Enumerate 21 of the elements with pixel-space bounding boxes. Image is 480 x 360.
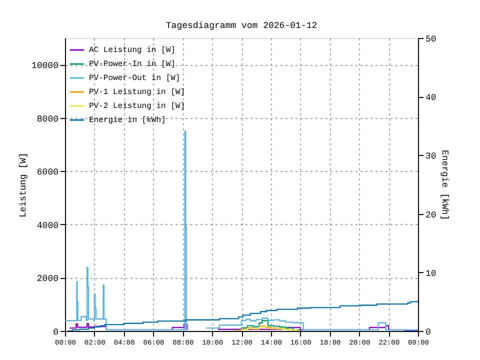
- y2-tick-label: 40: [426, 93, 436, 104]
- y2-tick-label: 0: [426, 328, 431, 338]
- y-tick-label: 8000: [36, 114, 58, 124]
- y-tick-label: 10000: [31, 61, 58, 72]
- legend-label: AC Leistung in [W]: [89, 46, 176, 55]
- legend-label: PV-Power-In in [W]: [89, 60, 176, 69]
- legend-label: Energie in [kWh]: [89, 116, 166, 125]
- y2-tick-label: 20: [426, 210, 436, 220]
- y-tick-label: 4000: [36, 220, 58, 231]
- y-tick-label: 2000: [36, 274, 58, 284]
- legend-label: PV-2 Leistung in [W]: [89, 102, 186, 111]
- y-tick-label: 0: [53, 328, 58, 338]
- legend-label: PV-Power-Out in [W]: [89, 74, 180, 83]
- chart-title: Tagesdiagramm vom 2026-01-12: [166, 21, 318, 31]
- y2-axis-title: Energie [kWh]: [439, 150, 450, 220]
- legend-label: PV-1 Leistung in [W]: [89, 88, 186, 97]
- y-tick-label: 6000: [36, 168, 58, 178]
- y2-tick-label: 30: [426, 152, 436, 162]
- y2-tick-label: 10: [426, 268, 436, 279]
- y-axis-title: Leistung [W]: [18, 152, 28, 218]
- y2-tick-label: 50: [426, 34, 436, 44]
